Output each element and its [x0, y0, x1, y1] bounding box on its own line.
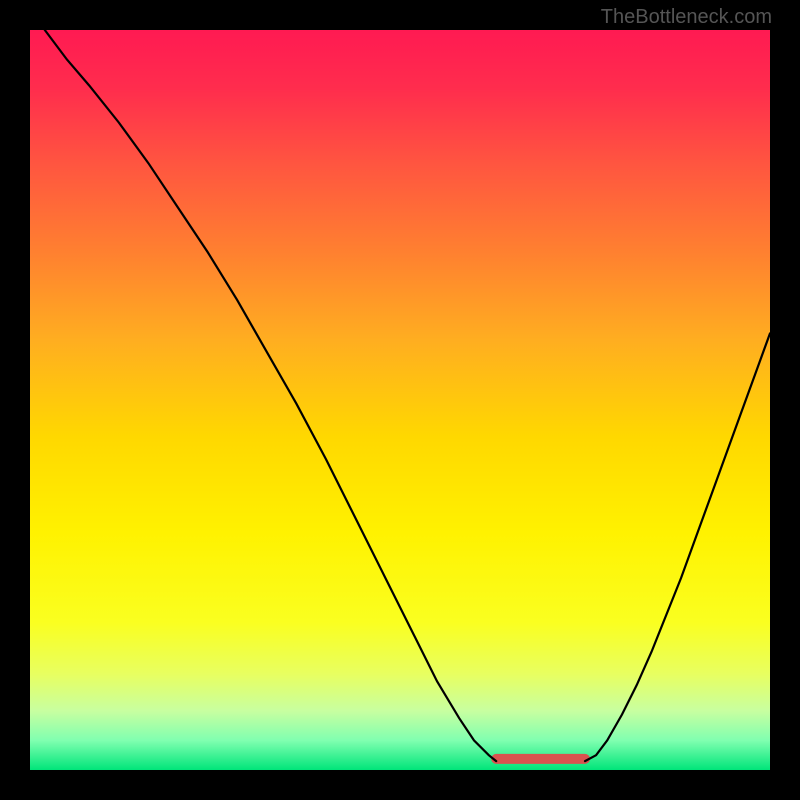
watermark-text: TheBottleneck.com	[601, 6, 772, 29]
chart-container: TheBottleneck.com	[0, 0, 800, 800]
gradient-background	[30, 30, 770, 770]
bottleneck-curve-chart	[0, 0, 800, 800]
